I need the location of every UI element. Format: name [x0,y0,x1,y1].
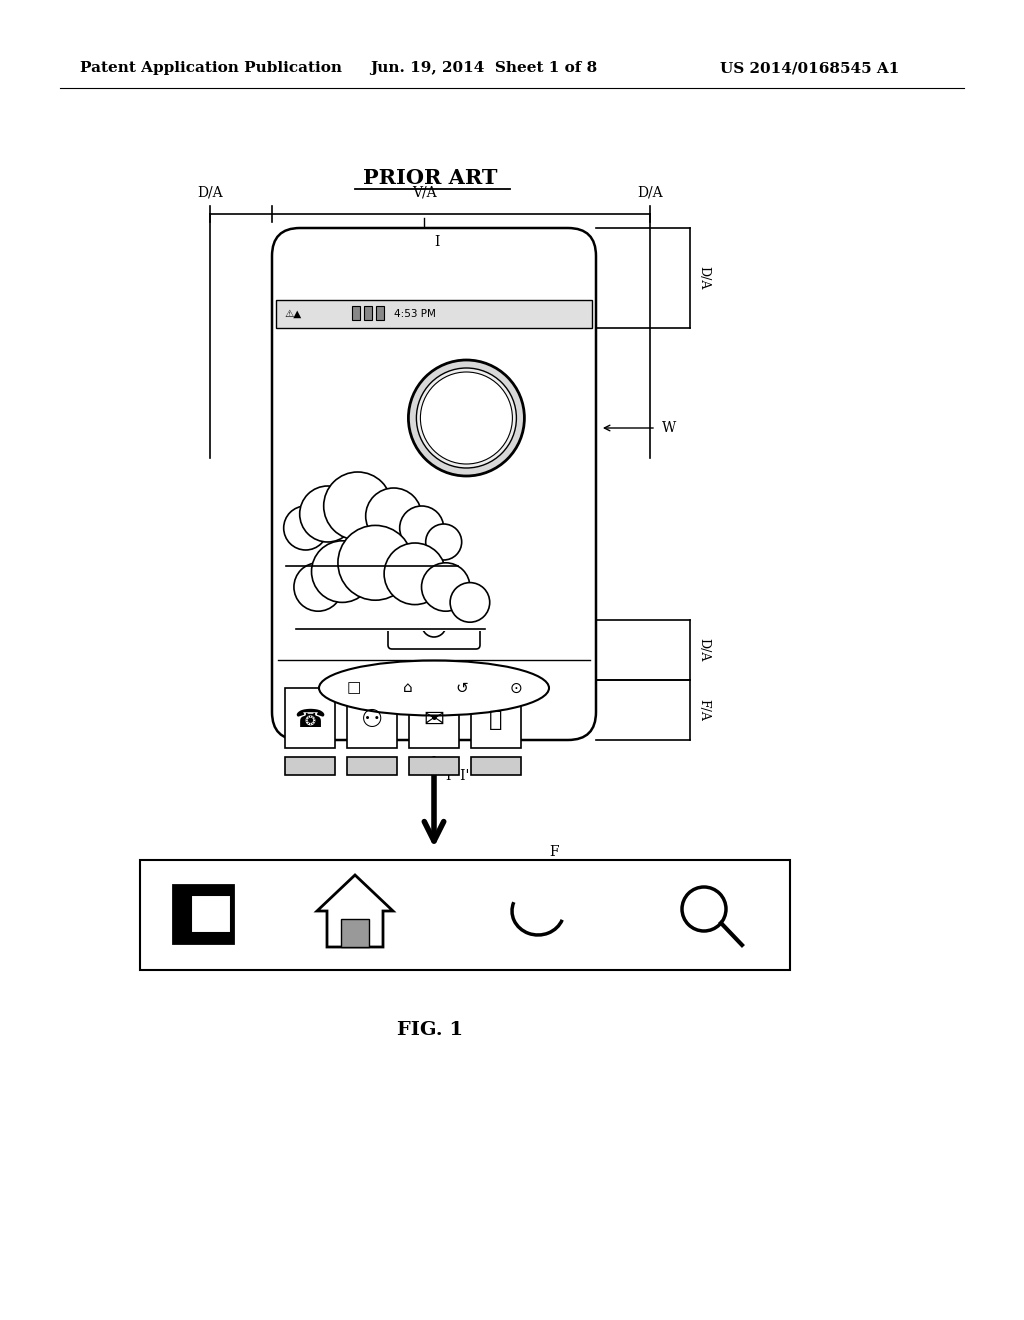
Circle shape [422,562,470,611]
Text: ✉: ✉ [424,708,444,733]
Circle shape [294,562,342,611]
Bar [409,688,459,748]
Bar [284,528,468,568]
Text: D/A: D/A [697,639,711,661]
Circle shape [682,887,726,931]
Text: FIG. 1: FIG. 1 [397,1020,463,1039]
Text: I: I [434,235,439,249]
Bar [173,884,233,942]
Circle shape [324,473,391,540]
Bar [347,688,397,748]
Text: Patent Application Publication: Patent Application Publication [80,61,342,75]
Text: PRIOR ART: PRIOR ART [362,168,498,187]
Text: □: □ [347,681,361,696]
Bar [191,895,231,933]
Polygon shape [317,875,393,946]
Circle shape [338,525,413,601]
Circle shape [284,506,328,550]
Text: F/A: F/A [697,700,711,721]
Text: ⚠▲: ⚠▲ [284,309,301,319]
Bar [285,756,335,775]
Circle shape [426,524,462,560]
Circle shape [421,372,512,465]
Circle shape [451,582,489,622]
Bar [285,688,335,748]
Text: US 2014/0168545 A1: US 2014/0168545 A1 [720,61,899,75]
Text: ⌂: ⌂ [403,681,413,696]
Bar [341,919,369,946]
Text: ↺: ↺ [456,681,468,696]
Bar [376,306,384,319]
Text: ☎: ☎ [295,708,326,733]
Circle shape [384,543,445,605]
Bar [471,688,521,748]
Circle shape [311,541,373,602]
Text: ⚇: ⚇ [360,708,383,733]
Circle shape [399,506,443,550]
Text: 🌐: 🌐 [489,710,503,730]
Text: V/A: V/A [412,186,436,201]
Bar [347,756,397,775]
Bar [352,306,360,319]
Text: D/A: D/A [198,186,223,201]
Text: Jun. 19, 2014  Sheet 1 of 8: Jun. 19, 2014 Sheet 1 of 8 [370,61,597,75]
Bar [409,756,459,775]
Text: 4:53 PM: 4:53 PM [394,309,436,319]
Bar [364,306,372,319]
Bar [294,587,497,631]
Text: I  I': I I' [446,770,469,783]
Bar [471,756,521,775]
Text: W: W [662,421,676,436]
Bar [276,300,592,327]
Circle shape [422,612,446,638]
Ellipse shape [319,660,549,715]
FancyBboxPatch shape [388,601,480,649]
FancyBboxPatch shape [272,228,596,741]
Text: D/A: D/A [637,186,663,201]
Bar [140,861,790,970]
Circle shape [300,486,355,543]
Text: ⊙: ⊙ [510,681,522,696]
Circle shape [417,368,516,469]
Text: F: F [549,845,559,859]
Circle shape [409,360,524,477]
Text: D/A: D/A [697,267,711,289]
Circle shape [366,488,422,544]
